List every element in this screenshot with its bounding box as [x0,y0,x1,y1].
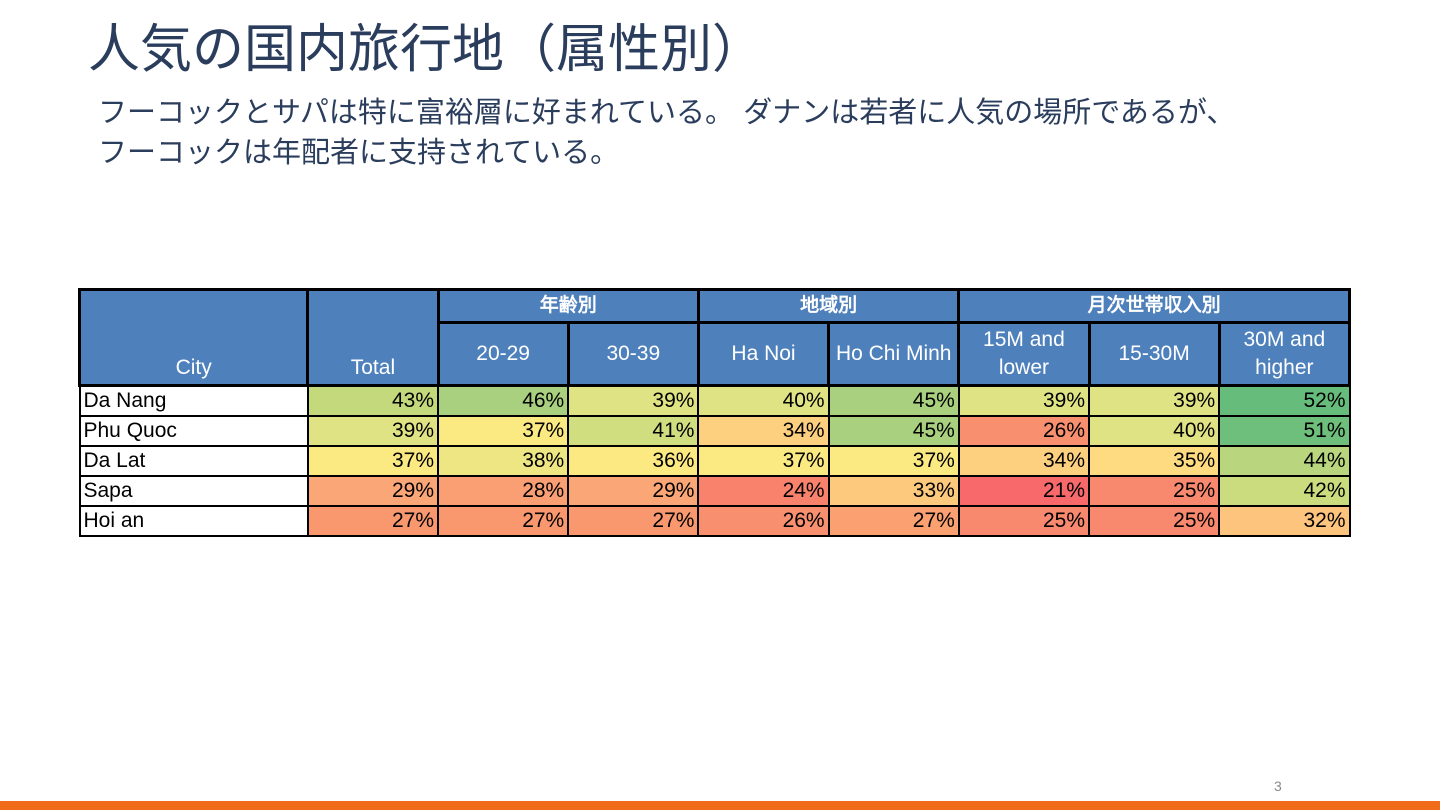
value-cell: 26% [697,505,830,537]
subtitle-line-2: フーコックは年配者に支持されている。 [98,135,620,169]
value-cell: 45% [827,415,960,447]
city-cell: Da Lat [78,445,309,477]
header-group-age: 年齢別 [436,288,700,324]
header-region-ha-noi: Ha Noi [696,321,831,387]
value-cell: 39% [957,384,1091,417]
city-cell: Hoi an [78,505,309,537]
value-cell: 43% [306,384,440,417]
city-cell: Da Nang [78,384,309,417]
value-cell: 21% [957,475,1091,507]
table-row: Hoi an 27% 27% 27% 26% 27% 25% 25% 32% [78,505,1351,537]
value-cell: 39% [567,384,700,417]
value-cell: 41% [567,415,700,447]
value-cell: 29% [306,475,440,507]
city-cell: Phu Quoc [78,415,309,447]
table-row: Da Nang 43% 46% 39% 40% 45% 39% 39% 52% [78,384,1351,417]
value-cell: 24% [697,475,830,507]
value-cell: 52% [1218,384,1351,417]
value-cell: 34% [697,415,830,447]
city-cell: Sapa [78,475,309,507]
value-cell: 40% [697,384,830,417]
header-city: City [77,288,310,387]
header-age-30-39: 30-39 [566,321,700,387]
value-cell: 27% [306,505,440,537]
footer-accent-bar [0,801,1440,810]
page-number: 3 [1274,778,1282,794]
subtitle: フーコックとサパは特に富裕層に好まれている。 ダナンは若者に人気の場所であるが、… [98,92,1235,172]
table-body: Da Nang 43% 46% 39% 40% 45% 39% 39% 52% Phu Quoc 3… [78,384,1351,537]
value-cell: 27% [437,505,570,537]
header-income-30m-higher: 30M and higher [1217,321,1352,387]
table-row: Da Lat 37% 38% 36% 37% 37% 34% 35% 44% [78,445,1351,477]
header-group-income: 月次世帯収入別 [957,288,1351,324]
subtitle-line-1: フーコックとサパは特に富裕層に好まれている。 ダナンは若者に人気の場所であるが、 [98,95,1236,129]
header-age-20-29: 20-29 [436,321,570,387]
value-cell: 34% [957,445,1091,477]
value-cell: 29% [567,475,700,507]
value-cell: 26% [957,415,1091,447]
value-cell: 39% [1087,384,1221,417]
value-cell: 40% [1087,415,1221,447]
value-cell: 32% [1218,505,1351,537]
value-cell: 42% [1218,475,1351,507]
value-cell: 25% [957,505,1091,537]
page-title: 人気の国内旅行地（属性別） [88,20,765,80]
header-total: Total [306,288,440,387]
value-cell: 28% [437,475,570,507]
value-cell: 44% [1218,445,1351,477]
header-income-15-30m: 15-30M [1087,321,1221,387]
value-cell: 37% [437,415,570,447]
table-row: Phu Quoc 39% 37% 41% 34% 45% 26% 40% 51% [78,415,1351,447]
value-cell: 37% [827,445,960,477]
value-cell: 25% [1087,475,1221,507]
value-cell: 39% [306,415,440,447]
value-cell: 45% [827,384,960,417]
value-cell: 27% [567,505,700,537]
header-income-15m-lower: 15M and lower [957,321,1091,387]
table-row: Sapa 29% 28% 29% 24% 33% 21% 25% 42% [78,475,1351,507]
value-cell: 27% [827,505,960,537]
header-group-region: 地域別 [696,288,961,324]
value-cell: 35% [1087,445,1221,477]
header-region-ho-chi-minh: Ho Chi Minh [827,321,961,387]
value-cell: 25% [1087,505,1221,537]
value-cell: 36% [567,445,700,477]
value-cell: 37% [306,445,440,477]
popularity-table: City Total 年齢別 地域別 月次世帯収入別 20-29 30-39 H… [77,288,1352,537]
value-cell: 33% [827,475,960,507]
value-cell: 46% [437,384,570,417]
value-cell: 38% [437,445,570,477]
value-cell: 51% [1218,415,1351,447]
value-cell: 37% [697,445,830,477]
